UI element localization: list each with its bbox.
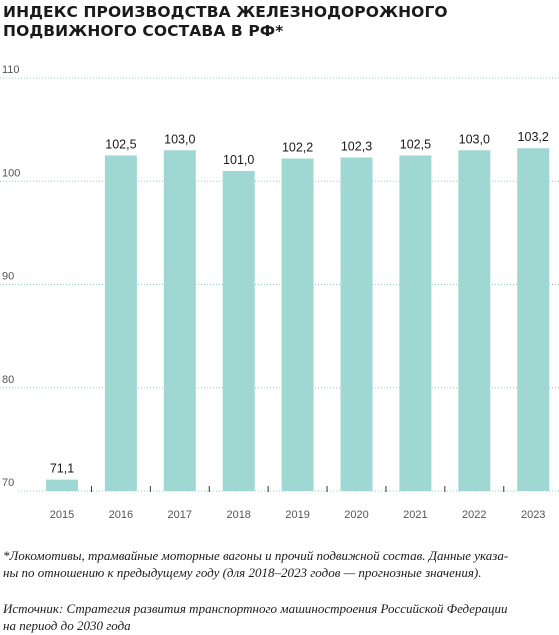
source-line-1: Источник: Стратегия развития транспортно… — [3, 601, 508, 616]
bars: 71,1 102,5 103,0 101,0 102,2 102,3 102,5 103,0 1… — [46, 130, 550, 492]
y-axis-ticks: 110 100 90 80 70 — [2, 64, 20, 489]
x-tick-label-2016: 2016 — [109, 509, 133, 521]
x-tick-label-2015: 2015 — [50, 509, 74, 521]
source-line-2: на период до 2030 года — [3, 618, 131, 633]
x-tick-label-2018: 2018 — [226, 509, 250, 521]
footnote-line-1: *Локомотивы, трамвайные моторные вагоны … — [3, 548, 509, 563]
data-label-2023: 103,2 — [518, 130, 549, 144]
data-label-2016: 102,5 — [105, 137, 136, 151]
x-tick-label-2017: 2017 — [168, 509, 192, 521]
y-tick-label-100: 100 — [2, 167, 20, 179]
chart-title: ИНДЕКС ПРОИЗВОДСТВА ЖЕЛЕЗНОДОРОЖНОГО ПОД… — [3, 3, 448, 40]
bar-2016 — [104, 155, 137, 491]
data-label-2018: 101,0 — [223, 153, 254, 167]
data-label-2021: 102,5 — [400, 137, 431, 151]
data-label-2017: 103,0 — [164, 132, 195, 146]
footnote: *Локомотивы, трамвайные моторные вагоны … — [3, 547, 559, 581]
bar-2017 — [163, 150, 196, 491]
y-tick-label-70: 70 — [2, 477, 14, 489]
x-tick-label-2022: 2022 — [462, 509, 486, 521]
y-tick-label-90: 90 — [2, 271, 14, 283]
x-tick-label-2021: 2021 — [403, 509, 427, 521]
x-tick-label-2023: 2023 — [521, 509, 545, 521]
bar-2020 — [340, 157, 373, 491]
x-tick-label-2020: 2020 — [344, 509, 368, 521]
bar-2021 — [399, 155, 432, 491]
data-label-2022: 103,0 — [459, 132, 490, 146]
bar-chart: 110 100 90 80 70 71,1 102,5 103,0 101,0 102,2 102… — [0, 64, 559, 521]
bar-2018 — [222, 170, 255, 492]
x-axis-ticks: 2015 2016 2017 2018 2019 2020 2021 2022 2023 — [50, 486, 545, 521]
data-label-2020: 102,3 — [341, 140, 372, 154]
y-tick-label-80: 80 — [2, 374, 14, 386]
x-tick-label-2019: 2019 — [285, 509, 309, 521]
data-label-2019: 102,2 — [282, 141, 313, 155]
bar-2023 — [517, 148, 550, 491]
bar-2019 — [281, 158, 314, 491]
bar-2015 — [46, 479, 78, 491]
bar-2022 — [458, 150, 491, 491]
source-note: Источник: Стратегия развития транспортно… — [3, 600, 559, 634]
y-tick-label-110: 110 — [2, 64, 20, 76]
data-label-2015: 71,1 — [50, 462, 74, 476]
footnote-line-2: ны по отношению к предыдущему году (для … — [3, 565, 482, 580]
